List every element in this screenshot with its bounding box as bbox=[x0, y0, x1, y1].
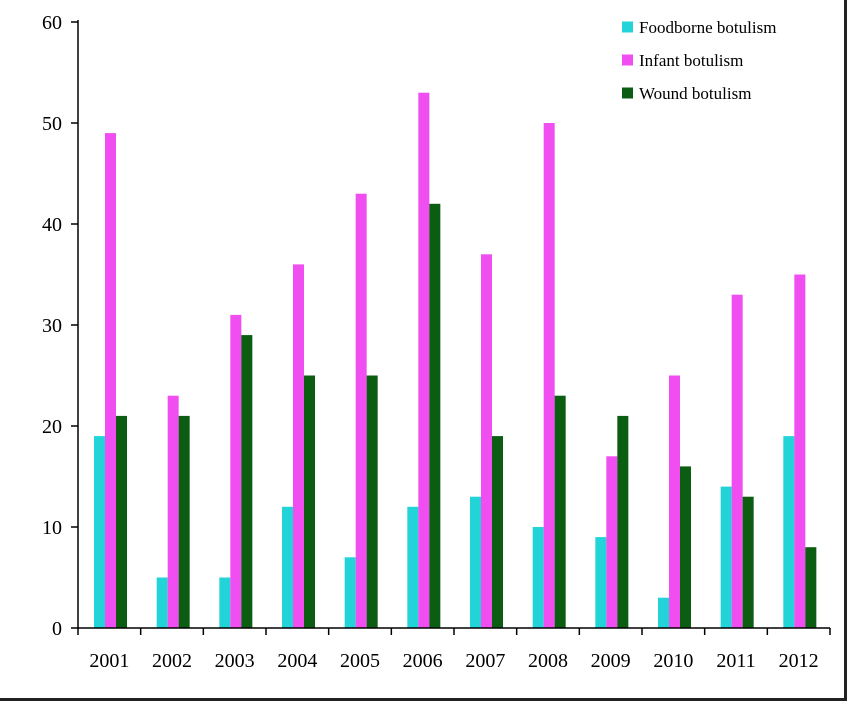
y-tick-label: 30 bbox=[42, 315, 62, 337]
bar-foodborne-botulism-2005 bbox=[344, 557, 356, 628]
legend: Foodborne botulism Infant botulism Wound b… bbox=[622, 18, 776, 103]
bar-foodborne-botulism-2003 bbox=[219, 577, 231, 628]
bar-foodborne-botulism-2012 bbox=[783, 436, 795, 628]
bar-infant-botulism-2009 bbox=[606, 456, 618, 628]
y-tick-label: 40 bbox=[42, 214, 62, 236]
y-tick-label: 20 bbox=[42, 416, 62, 438]
bar-infant-botulism-2011 bbox=[731, 294, 743, 628]
bar-foodborne-botulism-2006 bbox=[407, 506, 419, 628]
bar-foodborne-botulism-2007 bbox=[470, 496, 481, 628]
bar-infant-botulism-2004 bbox=[293, 264, 304, 628]
y-tick-label: 50 bbox=[42, 113, 62, 135]
bar-foodborne-botulism-2009 bbox=[595, 537, 607, 628]
bar-infant-botulism-2010 bbox=[669, 375, 680, 628]
bar-infant-botulism-2008 bbox=[543, 123, 555, 628]
bar-infant-botulism-2003 bbox=[230, 314, 242, 628]
legend-swatch bbox=[622, 87, 633, 99]
bar-infant-botulism-2002 bbox=[167, 395, 179, 628]
x-tick-label: 2005 bbox=[340, 650, 380, 672]
bar-wound-botulism-2004 bbox=[304, 375, 315, 628]
x-tick-label: 2007 bbox=[465, 650, 505, 672]
legend-swatch bbox=[622, 21, 633, 33]
bar-wound-botulism-2012 bbox=[805, 547, 817, 628]
bar-wound-botulism-2003 bbox=[241, 335, 253, 628]
x-tick-label: 2003 bbox=[215, 650, 255, 672]
x-tick-label: 2011 bbox=[716, 650, 755, 672]
bar-wound-botulism-2001 bbox=[116, 415, 127, 628]
x-tick-label: 2001 bbox=[89, 650, 129, 672]
bar-infant-botulism-2007 bbox=[481, 254, 492, 629]
x-tick-label: 2002 bbox=[152, 650, 192, 672]
bar-infant-botulism-2001 bbox=[105, 133, 116, 628]
x-tick-label: 2004 bbox=[277, 650, 317, 672]
x-tick-label: 2006 bbox=[403, 650, 443, 672]
bar-infant-botulism-2012 bbox=[794, 274, 806, 628]
bar-foodborne-botulism-2002 bbox=[156, 577, 168, 628]
legend-swatch bbox=[622, 54, 633, 66]
bar-wound-botulism-2005 bbox=[366, 375, 378, 628]
x-tick-label: 2010 bbox=[653, 650, 693, 672]
y-tick-label: 60 bbox=[42, 12, 62, 34]
bar-wound-botulism-2002 bbox=[178, 415, 190, 628]
bar-wound-botulism-2008 bbox=[554, 395, 566, 628]
bar-wound-botulism-2011 bbox=[742, 496, 754, 628]
bar-wound-botulism-2007 bbox=[492, 436, 503, 628]
bar-wound-botulism-2009 bbox=[617, 415, 629, 628]
axes-group: 0 10 20 30 40 50 60 2001 2002 2003 2004 2005 2006 200… bbox=[42, 12, 831, 672]
bar-foodborne-botulism-2010 bbox=[658, 597, 669, 628]
x-tick-label: 2009 bbox=[591, 650, 631, 672]
bar-foodborne-botulism-2004 bbox=[282, 506, 293, 628]
legend-label: Infant botulism bbox=[639, 51, 743, 70]
bars-group bbox=[94, 92, 817, 629]
bar-infant-botulism-2005 bbox=[355, 193, 367, 628]
bar-foodborne-botulism-2008 bbox=[532, 527, 544, 628]
bar-foodborne-botulism-2001 bbox=[94, 436, 105, 628]
y-tick-label: 10 bbox=[42, 517, 62, 539]
legend-label: Wound botulism bbox=[639, 84, 751, 103]
bar-foodborne-botulism-2011 bbox=[720, 486, 732, 628]
y-tick-label: 0 bbox=[52, 618, 62, 640]
legend-label: Foodborne botulism bbox=[639, 18, 776, 37]
bar-wound-botulism-2010 bbox=[680, 466, 691, 628]
x-tick-label: 2012 bbox=[779, 650, 819, 672]
bar-wound-botulism-2006 bbox=[429, 203, 441, 629]
bar-infant-botulism-2006 bbox=[418, 92, 430, 628]
x-tick-label: 2008 bbox=[528, 650, 568, 672]
